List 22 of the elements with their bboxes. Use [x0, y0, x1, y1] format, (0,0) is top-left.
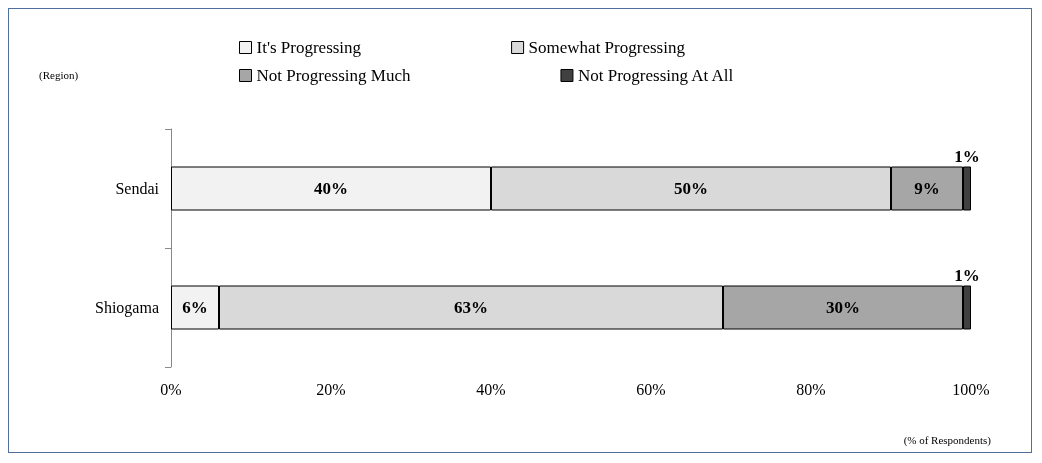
- data-label: 40%: [314, 179, 348, 198]
- x-tick-label: 60%: [636, 380, 666, 398]
- data-label: 50%: [674, 179, 708, 198]
- y-tick-label: Sendai: [115, 180, 160, 197]
- legend-label: Somewhat Progressing: [528, 38, 686, 57]
- data-label: 1%: [954, 265, 980, 285]
- data-label: 63%: [454, 298, 488, 317]
- x-tick-label: 80%: [796, 380, 826, 398]
- x-tick-label: 20%: [316, 380, 346, 398]
- x-tick-label: 100%: [952, 380, 990, 398]
- data-label: 1%: [954, 146, 980, 166]
- legend-label: It's Progressing: [256, 38, 362, 57]
- legend-label: Not Progressing Much: [256, 66, 411, 85]
- x-tick-label: 0%: [160, 380, 182, 398]
- legend-label: Not Progressing At All: [577, 66, 734, 85]
- x-tick-label: 40%: [476, 380, 506, 398]
- data-label: 6%: [182, 298, 208, 317]
- data-label: 9%: [914, 179, 940, 198]
- data-label: 30%: [826, 298, 860, 317]
- x-axis-title: (% of Respondents): [903, 433, 992, 447]
- y-tick-label: Shiogama: [95, 299, 159, 317]
- y-axis-title: (Region): [39, 68, 79, 82]
